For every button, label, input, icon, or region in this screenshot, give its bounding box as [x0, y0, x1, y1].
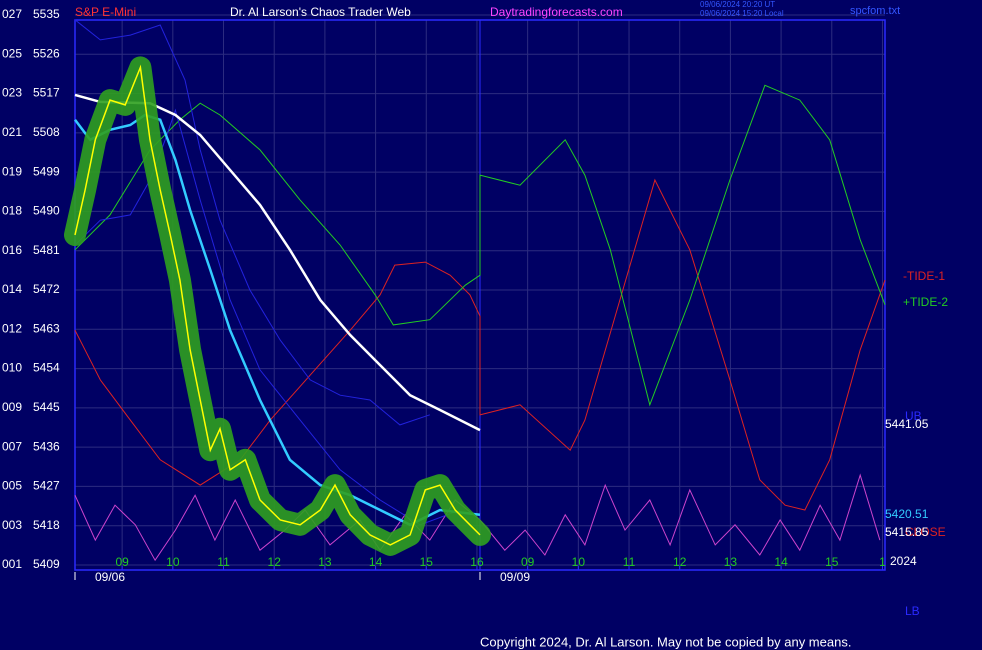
right-label: CLOSE — [905, 525, 946, 539]
y-tick-code: 025 — [2, 46, 22, 60]
right-label: UB — [905, 409, 922, 423]
x-tick-label: 11 — [623, 555, 636, 569]
x-tick-label: 10 — [166, 555, 180, 569]
x-tick-label: 12 — [268, 555, 282, 569]
series-line — [74, 19, 430, 426]
y-tick-label: 5445 — [33, 400, 60, 414]
x-tick-label: 15 — [825, 555, 839, 569]
x-tick-label: 14 — [774, 555, 788, 569]
y-tick-code: 019 — [2, 164, 22, 178]
right-label: 5420.51 — [885, 507, 929, 521]
y-tick-label: 5481 — [33, 243, 60, 257]
x-tick-label: 13 — [318, 555, 332, 569]
y-tick-label: 5499 — [33, 164, 60, 178]
y-tick-label: 5409 — [33, 557, 60, 571]
right-label: LB — [905, 604, 920, 618]
y-tick-label: 5436 — [33, 439, 60, 453]
y-tick-code: 010 — [2, 361, 22, 375]
time-ut: 09/06/2024 20:20 UT — [700, 0, 775, 9]
y-tick-code: 012 — [2, 321, 22, 335]
x-tick-label: 1 — [879, 555, 886, 569]
y-tick-label: 5526 — [33, 46, 60, 60]
series-line — [74, 473, 881, 562]
site: Daytradingforecasts.com — [490, 5, 623, 19]
file-name: spcfom.txt — [850, 5, 900, 17]
x-tick-label: 12 — [673, 555, 687, 569]
y-tick-label: 5418 — [33, 518, 60, 532]
series-line — [74, 84, 886, 407]
y-tick-code: 005 — [2, 479, 22, 493]
y-tick-label: 5535 — [33, 7, 60, 21]
legend-entry: +TIDE-2 — [903, 295, 948, 309]
series-line — [74, 113, 481, 527]
y-tick-label: 5508 — [33, 125, 60, 139]
series-line — [74, 64, 481, 546]
y-tick-label: 5463 — [33, 321, 60, 335]
y-tick-code: 001 — [2, 557, 22, 571]
series-line — [74, 108, 461, 526]
y-tick-label: 5427 — [33, 479, 60, 493]
x-tick-label: 15 — [420, 555, 434, 569]
title: Dr. Al Larson's Chaos Trader Web — [230, 5, 411, 19]
x-tick-label: 09 — [115, 555, 129, 569]
y-tick-code: 023 — [2, 86, 22, 100]
legend-entry: -TIDE-1 — [903, 269, 945, 283]
y-tick-code: 027 — [2, 7, 22, 21]
right-label: 5441.05 — [885, 417, 929, 431]
time-local: 09/06/2024 15:20 Local — [700, 9, 784, 18]
y-tick-code: 016 — [2, 243, 22, 257]
y-tick-label: 5454 — [33, 361, 60, 375]
y-tick-label: 5490 — [33, 204, 60, 218]
y-tick-code: 021 — [2, 125, 22, 139]
x-tick-label: 14 — [369, 555, 383, 569]
x-tick-label: 16 — [470, 555, 484, 569]
date-label: 09/06 — [95, 570, 125, 584]
symbol: S&P E-Mini — [75, 5, 136, 19]
right-label: 2024 — [890, 554, 917, 568]
copyright: Copyright 2024, Dr. Al Larson. May not b… — [480, 634, 851, 649]
y-tick-code: 007 — [2, 439, 22, 453]
y-tick-code: 018 — [2, 204, 22, 218]
y-tick-label: 5517 — [33, 86, 60, 100]
x-tick-label: 10 — [572, 555, 586, 569]
y-tick-code: 003 — [2, 518, 22, 532]
right-label: 5415.85 — [885, 525, 929, 539]
date-label: 09/09 — [500, 570, 530, 584]
x-tick-label: 13 — [724, 555, 738, 569]
x-tick-label: 11 — [217, 555, 230, 569]
y-tick-label: 5472 — [33, 282, 60, 296]
y-tick-code: 014 — [2, 282, 22, 296]
x-tick-label: 09 — [521, 555, 535, 569]
y-tick-code: 009 — [2, 400, 22, 414]
